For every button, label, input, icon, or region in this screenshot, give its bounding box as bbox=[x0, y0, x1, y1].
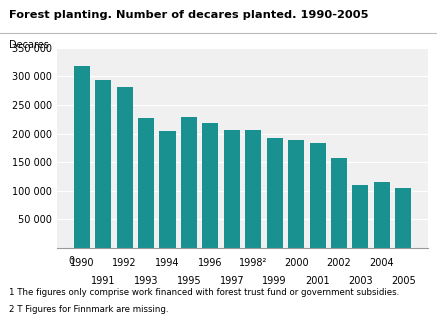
Text: 1999: 1999 bbox=[263, 276, 287, 286]
Text: 2004: 2004 bbox=[370, 258, 394, 268]
Bar bbox=[181, 117, 197, 248]
Bar bbox=[138, 118, 154, 248]
Bar bbox=[160, 131, 176, 248]
Text: Forest planting. Number of decares planted. 1990-2005: Forest planting. Number of decares plant… bbox=[9, 10, 368, 19]
Text: 1997: 1997 bbox=[219, 276, 244, 286]
Bar bbox=[331, 158, 347, 248]
Text: 1991: 1991 bbox=[91, 276, 115, 286]
Bar bbox=[395, 188, 411, 248]
Text: 1992: 1992 bbox=[112, 258, 137, 268]
Text: 2000: 2000 bbox=[284, 258, 309, 268]
Text: 2001: 2001 bbox=[305, 276, 330, 286]
Bar bbox=[245, 130, 261, 248]
Bar bbox=[309, 143, 326, 248]
Text: 1993: 1993 bbox=[134, 276, 158, 286]
Bar bbox=[374, 182, 390, 248]
Text: 2002: 2002 bbox=[326, 258, 351, 268]
Text: 2 T Figures for Finnmark are missing.: 2 T Figures for Finnmark are missing. bbox=[9, 305, 168, 314]
Text: 1996: 1996 bbox=[198, 258, 222, 268]
Bar bbox=[117, 86, 133, 248]
Text: 0: 0 bbox=[68, 256, 74, 266]
Text: 1998²: 1998² bbox=[239, 258, 267, 268]
Bar bbox=[352, 185, 368, 248]
Text: 1995: 1995 bbox=[177, 276, 201, 286]
Text: 2005: 2005 bbox=[391, 276, 416, 286]
Bar bbox=[288, 141, 304, 248]
Text: Decares: Decares bbox=[9, 40, 49, 50]
Bar bbox=[95, 80, 111, 248]
Text: 2003: 2003 bbox=[348, 276, 373, 286]
Bar bbox=[267, 138, 283, 248]
Text: 1 The figures only comprise work financed with forest trust fund or government s: 1 The figures only comprise work finance… bbox=[9, 288, 399, 297]
Text: 1990: 1990 bbox=[69, 258, 94, 268]
Bar bbox=[224, 129, 240, 248]
Bar bbox=[202, 123, 218, 248]
Bar bbox=[74, 66, 90, 248]
Text: 1994: 1994 bbox=[155, 258, 180, 268]
